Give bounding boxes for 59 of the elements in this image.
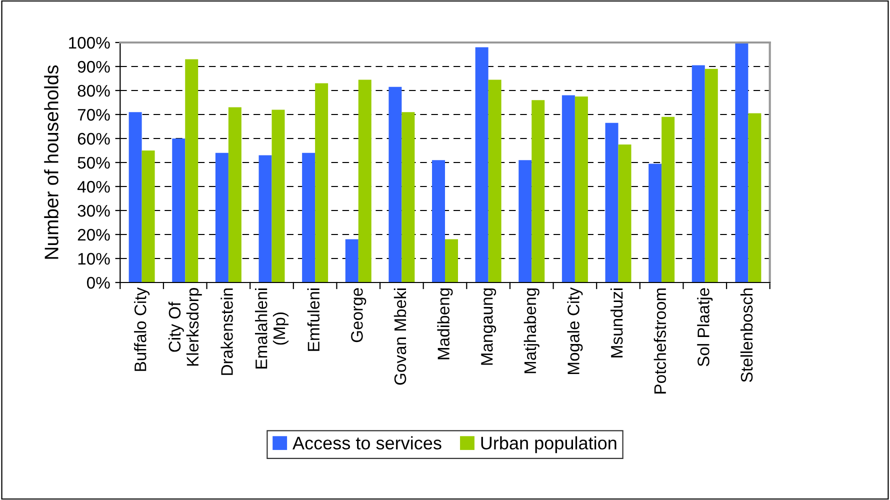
bar (488, 80, 502, 282)
y-tick-label: 0% (86, 276, 110, 289)
legend-label: Urban population (481, 436, 616, 454)
x-tick-label: Stellenbosch (740, 288, 753, 382)
y-tick-label: 80% (78, 84, 110, 97)
x-tick-label: Msunduzi (610, 288, 623, 358)
bar (532, 100, 545, 282)
y-tick-label: 10% (78, 252, 110, 265)
bar (618, 144, 632, 282)
y-tick-label: 90% (78, 60, 110, 73)
legend-label: Access to services (292, 436, 442, 450)
bar (662, 116, 675, 282)
bar (345, 239, 358, 282)
y-axis-title: Number of households (44, 65, 58, 259)
bar (128, 112, 142, 282)
x-tick-label: Potchefstroom (654, 288, 666, 394)
bar (302, 152, 316, 282)
y-tick-label: 70% (78, 108, 110, 121)
y-tick-label: 60% (78, 132, 110, 145)
x-tick-label: Mangaung (481, 288, 496, 365)
bar (692, 65, 705, 282)
x-tick-label: Sol Plaatje (697, 288, 713, 366)
bar (475, 47, 488, 282)
x-tick-label: George (351, 288, 366, 342)
bar (388, 86, 402, 282)
x-tick-label: Govan Mbeki (394, 288, 406, 385)
bar (562, 95, 575, 282)
x-tick-label: City Of Klerksdorp (168, 288, 202, 366)
bar (445, 239, 458, 282)
y-tick-label: 30% (78, 204, 110, 217)
bar (215, 152, 228, 282)
bar (648, 164, 662, 282)
bar (574, 96, 588, 282)
x-tick-label: Matjhabeng (524, 288, 540, 374)
y-tick-label: 20% (78, 228, 110, 241)
bar (605, 122, 618, 282)
bar (142, 150, 155, 282)
bar (432, 160, 445, 282)
y-tick-label: 50% (78, 156, 110, 169)
x-tick-label: Drakenstein (220, 288, 233, 375)
bar (272, 110, 285, 282)
bar (315, 83, 328, 282)
bar (402, 112, 415, 282)
y-tick-label: 40% (77, 180, 110, 193)
bar (518, 160, 532, 282)
bar (735, 42, 748, 282)
x-tick-label: Emalahleni (Mp) (255, 288, 288, 368)
bar (185, 59, 198, 282)
x-tick-label: Buffalo City (134, 287, 150, 371)
x-tick-label: Mogale City (567, 287, 583, 374)
bar (258, 155, 272, 282)
bar (358, 80, 372, 282)
x-tick-label: Emfuleni (307, 288, 320, 351)
y-tick-label: 100% (69, 36, 110, 49)
bar (704, 68, 718, 282)
x-tick-label: Madibeng (437, 288, 453, 360)
bar (228, 107, 242, 282)
bar (172, 138, 186, 282)
bar (748, 113, 762, 282)
